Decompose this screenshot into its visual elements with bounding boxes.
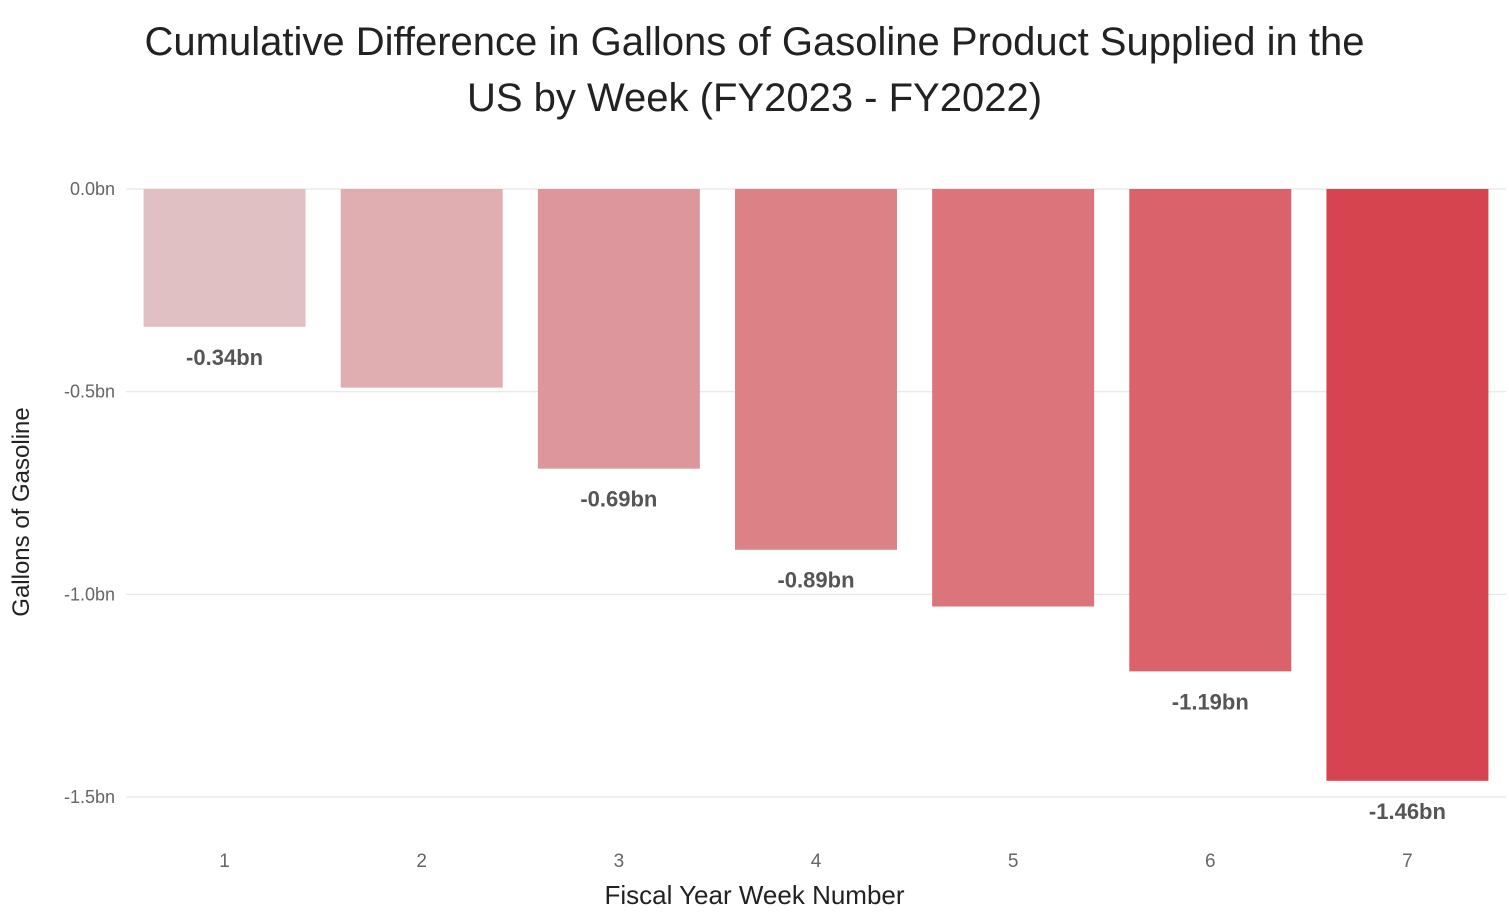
y-tick-label: -1.5bn xyxy=(64,787,115,807)
x-tick-label: 3 xyxy=(614,851,625,872)
bar xyxy=(735,189,897,550)
data-label: -0.89bn xyxy=(777,568,854,593)
x-tick-label: 6 xyxy=(1205,851,1216,872)
x-tick-label: 1 xyxy=(219,851,230,872)
bar xyxy=(932,189,1095,607)
bar xyxy=(340,189,503,388)
data-label: -1.19bn xyxy=(1172,689,1249,714)
y-tick-label: 0.0bn xyxy=(70,179,115,199)
x-tick-label: 4 xyxy=(811,851,822,872)
x-axis-label: Fiscal Year Week Number xyxy=(604,880,905,910)
y-axis-label: Gallons of Gasoline xyxy=(8,407,35,617)
y-tick-label: -0.5bn xyxy=(64,382,115,402)
bar xyxy=(143,189,306,327)
chart-title-line-2: US by Week (FY2023 - FY2022) xyxy=(466,76,1043,120)
chart-title-line-1: Cumulative Difference in Gallons of Gaso… xyxy=(144,20,1365,64)
x-tick-label: 7 xyxy=(1402,851,1413,872)
x-tick-label: 2 xyxy=(416,851,427,872)
bar xyxy=(537,189,700,469)
data-label: -0.69bn xyxy=(580,487,657,512)
x-tick-label: 5 xyxy=(1008,851,1019,872)
bar xyxy=(1129,189,1292,672)
data-label: -0.34bn xyxy=(186,345,263,370)
bar xyxy=(1326,189,1489,781)
data-label: -1.46bn xyxy=(1369,799,1446,824)
chart-title: Cumulative Difference in Gallons of Gaso… xyxy=(0,14,1509,126)
y-tick-label: -1.0bn xyxy=(64,584,115,604)
